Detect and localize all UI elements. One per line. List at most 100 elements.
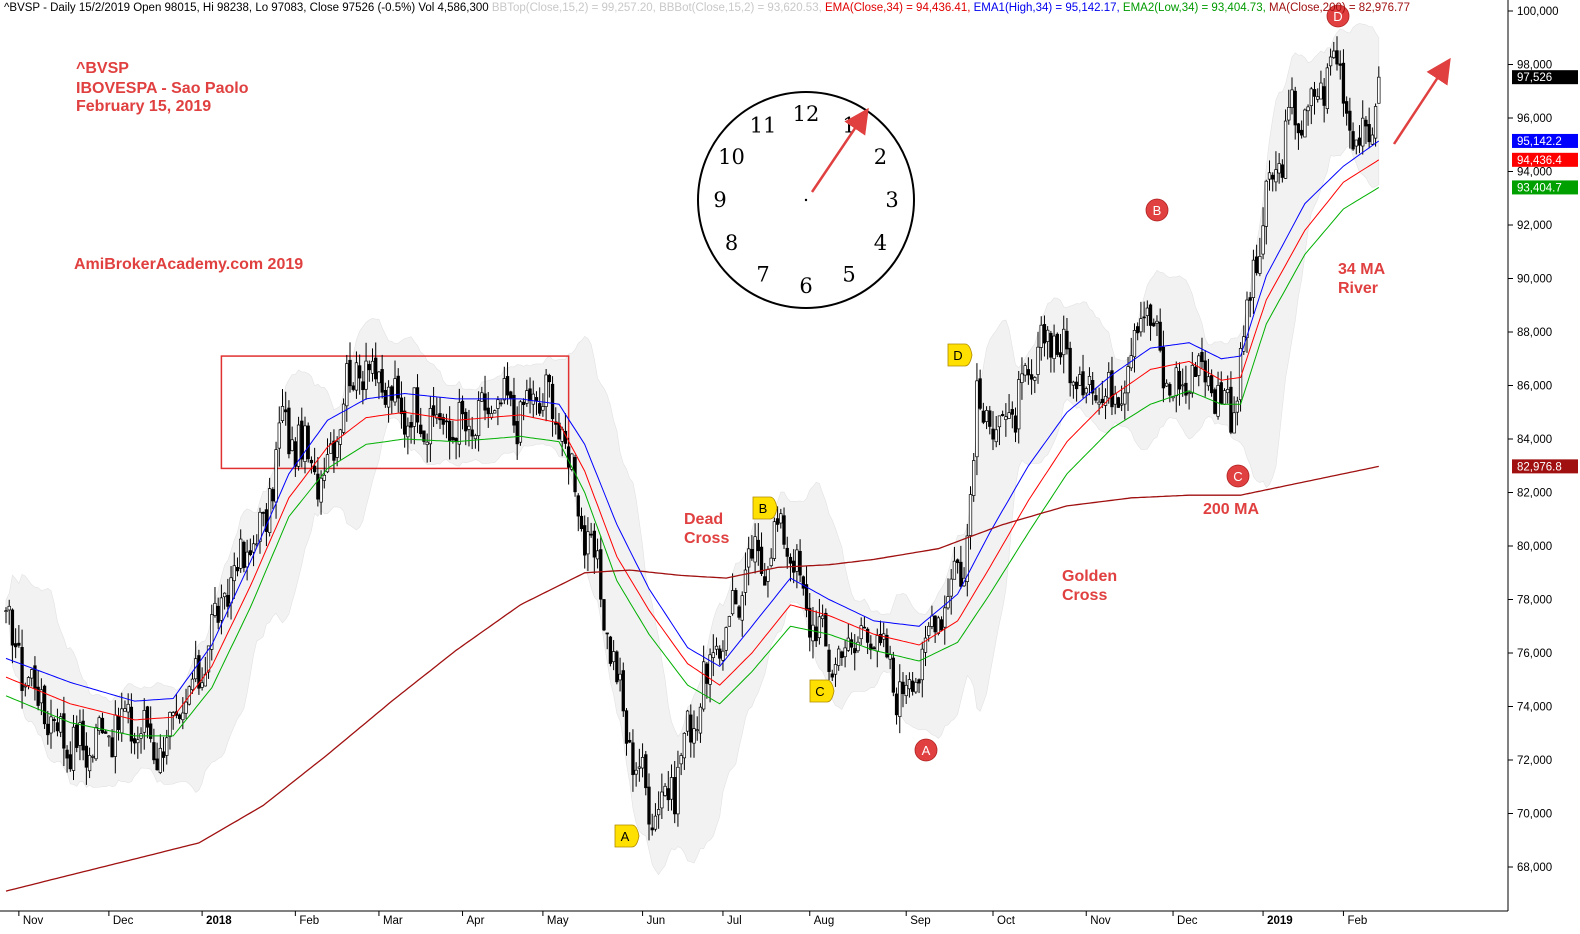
candle-body: [303, 425, 307, 462]
x-tick-label: Nov: [1090, 915, 1111, 927]
candle-body: [865, 628, 870, 643]
candle-body: [116, 715, 121, 730]
candle-body: [512, 394, 516, 426]
candle-body: [997, 415, 1002, 428]
candle-body: [71, 726, 76, 771]
candle-body: [104, 731, 108, 734]
candle-body: [239, 538, 243, 569]
candle-body: [541, 406, 545, 411]
candle-body: [1126, 366, 1130, 394]
candle-body: [444, 420, 449, 423]
candle-body: [486, 407, 490, 415]
candle-body: [605, 632, 609, 635]
candle-body: [1068, 347, 1072, 384]
candle-body: [464, 411, 468, 432]
candle-body: [319, 477, 323, 503]
marker-yellow-A: A: [614, 824, 640, 848]
candle-body: [640, 757, 645, 769]
candle-body: [457, 401, 461, 445]
x-tick-label: Jun: [647, 915, 666, 927]
candle-body: [87, 755, 92, 772]
candle-body: [258, 511, 262, 542]
candle-body: [724, 627, 728, 651]
candle-body: [1219, 382, 1223, 404]
candle-body: [981, 410, 986, 423]
candle-body: [1248, 297, 1252, 301]
candle-body: [1139, 318, 1143, 333]
clock-number: 4: [874, 231, 887, 255]
candle-body: [914, 681, 918, 693]
candle-body: [1177, 370, 1182, 390]
header-bbtop: BBTop(Close,15,2) = 99,257.20,: [491, 2, 656, 14]
candle-body: [245, 551, 249, 568]
last-value-tag: [1512, 70, 1578, 85]
candle-body: [775, 518, 780, 525]
candle-body: [33, 665, 37, 689]
golden-cross-label: Golden Cross: [1062, 568, 1118, 604]
candle-body: [271, 489, 275, 502]
candle-body: [538, 403, 542, 414]
marker-bubble: [1326, 4, 1350, 28]
candle-body: [1303, 109, 1307, 138]
candle-body: [168, 711, 172, 738]
marker-bubble: [1145, 198, 1169, 222]
candle-body: [161, 751, 166, 758]
candle-body: [460, 400, 465, 415]
candle-body: [10, 609, 15, 646]
candle-body: [345, 363, 349, 407]
candle-body: [608, 636, 613, 664]
candle-body: [1058, 352, 1063, 358]
candle-body: [113, 714, 117, 757]
clock-number: 3: [885, 188, 898, 212]
y-tick-label: 84,000: [1517, 434, 1552, 446]
candle-body: [1345, 101, 1349, 114]
x-tick-label: Jul: [727, 915, 742, 927]
clock-number: 6: [799, 274, 812, 298]
candle-body: [705, 663, 709, 684]
candle-body: [425, 441, 429, 445]
candle-body: [1251, 259, 1256, 298]
x-tick-label: Feb: [1347, 915, 1367, 927]
candle-body: [451, 436, 455, 441]
candle-body: [200, 682, 204, 688]
chart-header: ^BVSP - Daily 15/2/2019 Open 98015, Hi 9…: [4, 2, 1410, 14]
candle-body: [1348, 110, 1352, 131]
last-value-tag: [1512, 459, 1578, 474]
clock-number: 7: [756, 262, 769, 286]
candle-body: [26, 677, 31, 686]
candle-body: [586, 531, 590, 555]
candle-body: [991, 428, 995, 440]
candle-body: [264, 509, 269, 532]
candle-body: [734, 590, 738, 605]
candle-body: [213, 602, 217, 616]
candle-body: [435, 414, 439, 419]
candle-body: [448, 420, 452, 442]
candle-body: [13, 643, 18, 648]
candle-body: [602, 599, 606, 631]
x-tick-label: 2018: [206, 915, 232, 927]
candle-body: [1152, 322, 1156, 327]
y-tick-label: 70,000: [1517, 809, 1552, 821]
marker-red-A: A: [914, 738, 938, 762]
y-tick-label: 80,000: [1517, 541, 1552, 553]
candle-body: [1222, 390, 1227, 405]
marker-bubble: [752, 496, 778, 520]
candle-body: [1377, 76, 1381, 104]
candle-body: [1293, 90, 1297, 126]
candle-body: [1216, 385, 1220, 417]
candle-body: [978, 378, 982, 409]
candle-body: [502, 378, 506, 401]
last-value-text: 82,976.8: [1517, 461, 1562, 473]
candle-body: [206, 645, 211, 673]
candle-body: [592, 530, 596, 558]
candle-body: [840, 651, 844, 658]
header-ema1: EMA1(High,34) = 95,142.17,: [973, 2, 1120, 14]
y-tick-label: 68,000: [1517, 862, 1552, 874]
candle-body: [300, 420, 304, 460]
candle-body: [698, 706, 703, 734]
candle-body: [618, 673, 622, 681]
candle-body: [293, 441, 297, 467]
candle-body: [216, 605, 220, 623]
candle-body: [644, 754, 648, 789]
